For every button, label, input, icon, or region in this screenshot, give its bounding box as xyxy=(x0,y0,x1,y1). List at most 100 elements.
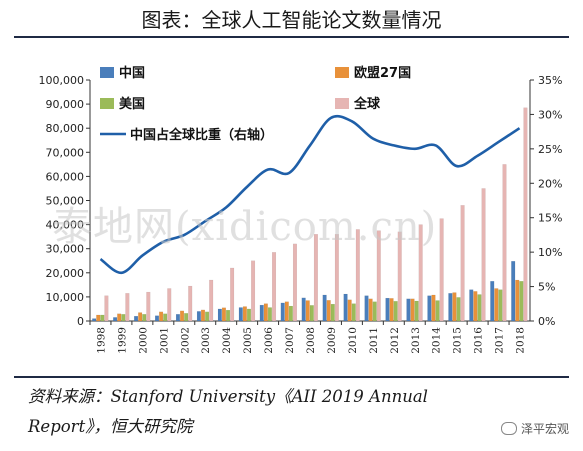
bar-2 xyxy=(121,314,126,322)
bar-3 xyxy=(125,293,130,322)
x-tick-label: 2011 xyxy=(368,327,380,354)
bar-3 xyxy=(481,188,486,322)
x-tick-label: 2000 xyxy=(137,327,149,354)
bar-0 xyxy=(406,298,411,322)
bar-3 xyxy=(251,260,256,322)
legend-label-1: 欧盟27国 xyxy=(354,65,411,81)
watermark-text: 泰地网(xidicom.cn) xyxy=(52,204,438,250)
y-left-tick-label: 10,000 xyxy=(46,291,85,304)
bar-1 xyxy=(96,314,101,322)
y-left-tick-label: 40,000 xyxy=(46,219,85,232)
x-tick-label: 2002 xyxy=(179,327,191,354)
bar-3 xyxy=(209,279,214,322)
bar-2 xyxy=(456,297,461,322)
bar-2 xyxy=(142,314,147,322)
bar-2 xyxy=(246,308,251,322)
bar-0 xyxy=(490,281,495,322)
bottom-rule xyxy=(14,376,569,378)
bar-2 xyxy=(309,305,314,322)
x-tick-label: 2008 xyxy=(305,327,317,354)
x-tick-label: 2005 xyxy=(242,327,254,354)
bar-0 xyxy=(448,293,453,322)
bar-3 xyxy=(167,288,172,322)
chart-title: 图表：全球人工智能论文数量情况 xyxy=(141,8,442,32)
bar-3 xyxy=(397,231,402,322)
bar-2 xyxy=(184,313,189,322)
source-line-2: Report》，恒大研究院 xyxy=(28,417,193,436)
bar-0 xyxy=(238,307,243,322)
bar-1 xyxy=(242,306,247,322)
y-right-tick-label: 20% xyxy=(538,177,562,190)
x-tick-label: 2010 xyxy=(347,327,359,354)
legend-swatch-1 xyxy=(335,67,349,78)
x-tick-label: 1998 xyxy=(95,327,107,354)
top-rule xyxy=(14,36,569,38)
x-tick-label: 2001 xyxy=(158,327,170,354)
bar-3 xyxy=(502,164,507,322)
bar-0 xyxy=(259,304,264,322)
bar-3 xyxy=(292,243,297,322)
x-tick-label: 2016 xyxy=(473,327,485,354)
bar-3 xyxy=(355,229,360,322)
bar-0 xyxy=(364,295,369,322)
bar-0 xyxy=(217,308,222,322)
y-right-tick-label: 0% xyxy=(538,315,555,328)
bar-2 xyxy=(226,310,231,322)
x-tick-label: 1999 xyxy=(116,327,128,354)
bar-2 xyxy=(477,294,482,322)
bar-1 xyxy=(284,301,289,322)
bar-3 xyxy=(313,234,318,322)
bar-3 xyxy=(272,252,277,322)
bar-0 xyxy=(155,315,159,322)
x-tick-label: 2012 xyxy=(389,327,401,354)
bar-1 xyxy=(180,310,185,322)
bar-2 xyxy=(267,307,272,322)
bar-3 xyxy=(334,234,339,322)
bar-1 xyxy=(452,292,457,322)
bar-3 xyxy=(376,230,381,322)
bar-2 xyxy=(288,305,293,322)
bar-3 xyxy=(523,107,528,322)
bar-1 xyxy=(138,312,143,322)
legend-label-2: 美国 xyxy=(119,96,145,112)
bar-0 xyxy=(92,318,97,322)
x-tick-label: 2014 xyxy=(431,327,443,354)
bar-1 xyxy=(515,279,520,322)
bar-3 xyxy=(188,285,193,322)
legend-label-0: 中国 xyxy=(119,65,145,81)
bar-1 xyxy=(347,299,352,322)
bar-1 xyxy=(389,298,394,322)
bar-2 xyxy=(435,300,440,322)
y-left-tick-label: 0 xyxy=(77,315,84,328)
bar-0 xyxy=(427,295,432,322)
bar-0 xyxy=(322,294,327,322)
source-line-1: 资料来源：Stanford University《AII 2019 Annual xyxy=(28,387,428,406)
bar-2 xyxy=(100,314,105,322)
y-right-tick-label: 25% xyxy=(538,143,562,156)
y-right-tick-label: 30% xyxy=(538,108,562,121)
x-tick-label: 2004 xyxy=(221,327,233,354)
bar-3 xyxy=(104,295,109,322)
brand-mark: 泽平宏观 xyxy=(500,420,569,437)
bar-2 xyxy=(498,289,503,322)
x-tick-label: 2013 xyxy=(410,327,422,354)
y-left-tick-label: 80,000 xyxy=(46,122,85,135)
y-left-tick-label: 50,000 xyxy=(46,195,85,208)
x-tick-label: 2006 xyxy=(263,327,275,354)
bar-0 xyxy=(175,314,180,322)
y-left-tick-label: 30,000 xyxy=(46,243,85,256)
bar-1 xyxy=(326,300,331,322)
y-right-tick-label: 5% xyxy=(538,281,555,294)
x-tick-label: 2018 xyxy=(515,327,527,354)
legend-swatch-3 xyxy=(335,98,349,109)
bar-3 xyxy=(230,267,235,322)
legend-label-3: 全球 xyxy=(353,96,381,112)
x-tick-label: 2015 xyxy=(452,327,464,354)
y-left-tick-label: 90,000 xyxy=(46,98,85,111)
bar-2 xyxy=(205,311,210,322)
y-right-tick-label: 15% xyxy=(538,212,562,225)
bar-1 xyxy=(473,291,478,322)
bar-2 xyxy=(393,301,398,322)
bar-0 xyxy=(280,302,285,322)
